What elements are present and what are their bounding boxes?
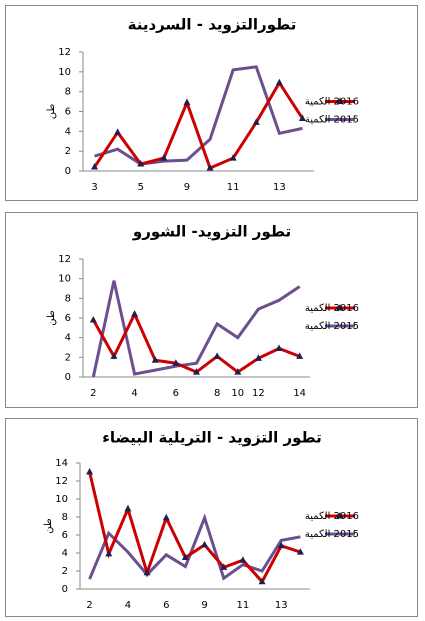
legend-label: 2015 الكمية — [305, 321, 359, 332]
chart-frame — [5, 212, 418, 408]
point — [91, 163, 99, 170]
x-tick-label: 9 — [184, 182, 190, 193]
x-tick-label: 14 — [293, 388, 306, 399]
legend-label: 2015 الكمية — [305, 529, 359, 540]
point — [239, 556, 247, 563]
point — [254, 354, 262, 361]
chart-title: تطورالتزويد - السردينة — [128, 16, 297, 34]
point — [229, 154, 237, 161]
point — [160, 154, 168, 161]
point — [296, 548, 304, 555]
series-line — [88, 471, 301, 585]
y-tick-label: 8 — [65, 293, 71, 304]
series-line — [93, 79, 304, 171]
legend-label: 2016 الكمية — [305, 303, 359, 314]
point — [105, 549, 113, 557]
point — [151, 356, 159, 363]
y-tick-label: 6 — [65, 107, 71, 118]
point — [183, 98, 191, 106]
y-tick-label: 8 — [65, 87, 71, 98]
x-tick-label: 6 — [163, 600, 169, 611]
point — [234, 368, 242, 375]
point — [124, 504, 132, 512]
x-tick-label: 11 — [237, 600, 250, 611]
y-tick-label: 4 — [62, 548, 68, 559]
legend-label: 2016 الكمية — [305, 511, 359, 522]
y-tick-label: 0 — [65, 166, 71, 177]
x-tick-label: 6 — [173, 388, 179, 399]
y-tick-label: 6 — [62, 530, 68, 541]
legend-marker — [336, 512, 344, 519]
point — [220, 563, 228, 570]
y-tick-label: 12 — [58, 254, 71, 265]
y-tick-label: 2 — [62, 566, 68, 577]
x-tick-label: 11 — [227, 182, 240, 193]
y-tick-label: 2 — [65, 146, 71, 157]
y-axis-label: طن — [46, 310, 57, 326]
y-tick-label: 0 — [65, 372, 71, 383]
x-tick-label: 4 — [131, 388, 137, 399]
y-tick-label: 14 — [55, 458, 68, 469]
legend-marker — [336, 304, 344, 311]
series-line — [88, 513, 301, 581]
point — [213, 352, 221, 359]
legend-label: 2015 الكمية — [305, 115, 359, 126]
x-tick-label: 2 — [86, 600, 92, 611]
point — [89, 315, 97, 323]
y-axis-label: طن — [43, 518, 54, 534]
y-tick-label: 10 — [58, 274, 71, 285]
y-tick-label: 0 — [62, 584, 68, 595]
x-tick-label: 5 — [138, 182, 144, 193]
x-tick-label: 8 — [214, 388, 220, 399]
point — [206, 164, 214, 171]
y-tick-label: 12 — [58, 47, 71, 58]
point — [86, 468, 94, 475]
series-line — [91, 280, 301, 378]
point — [258, 577, 266, 585]
y-tick-label: 6 — [65, 313, 71, 324]
y-tick-label: 4 — [65, 333, 71, 344]
chart-title: تطور التزويد- الشورو — [132, 223, 291, 241]
point — [143, 568, 151, 576]
point — [277, 541, 285, 549]
point — [131, 310, 139, 317]
x-tick-label: 4 — [125, 600, 131, 611]
y-axis-label: طن — [46, 104, 57, 120]
point — [193, 368, 200, 375]
point — [114, 128, 122, 135]
legend-marker — [336, 97, 344, 104]
y-tick-label: 12 — [55, 476, 68, 487]
x-tick-label: 2 — [90, 388, 96, 399]
point — [275, 344, 283, 351]
x-tick-label: 13 — [273, 182, 286, 193]
x-tick-label: 9 — [201, 600, 207, 611]
point — [181, 553, 189, 560]
x-tick-label: 13 — [275, 600, 288, 611]
point — [296, 352, 304, 359]
point — [162, 513, 170, 521]
x-tick-label: 10 — [231, 388, 244, 399]
legend-label: 2016 الكمية — [305, 97, 359, 108]
y-tick-label: 10 — [58, 67, 71, 78]
point — [110, 352, 118, 359]
x-tick-label: 3 — [91, 182, 97, 193]
y-tick-label: 8 — [62, 512, 68, 523]
chart-title: تطور التزويد - التريلية البيضاء — [102, 429, 322, 447]
point — [252, 118, 260, 125]
y-tick-label: 2 — [65, 352, 71, 363]
y-tick-label: 10 — [55, 494, 68, 505]
point — [172, 359, 180, 366]
y-tick-label: 4 — [65, 126, 71, 137]
point — [298, 114, 306, 121]
point — [137, 160, 145, 167]
point — [275, 78, 283, 86]
point — [201, 540, 209, 548]
x-tick-label: 12 — [252, 388, 265, 399]
